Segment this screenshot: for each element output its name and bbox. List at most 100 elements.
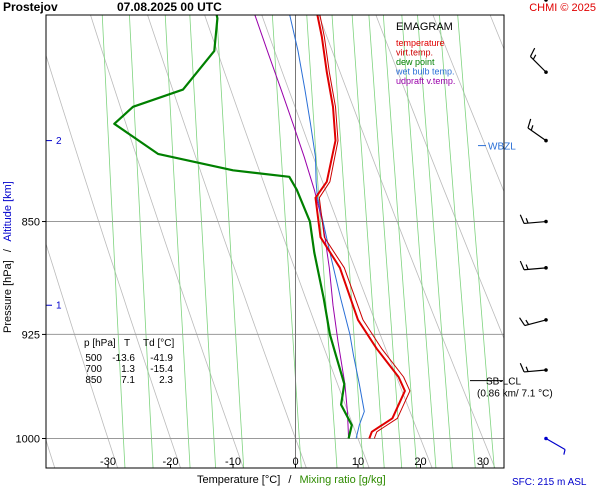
dry-adiabat-line xyxy=(204,15,370,468)
temperature-tick-label: 30 xyxy=(477,456,489,468)
table-cell: -15.4 xyxy=(150,364,173,375)
mixing-ratio-line xyxy=(129,15,154,468)
mixing-ratio-line xyxy=(331,15,364,468)
mixing-ratio-line xyxy=(189,15,216,468)
wind-barb-base xyxy=(544,368,548,372)
mixing-ratio-line xyxy=(457,15,495,468)
wind-barb-staff xyxy=(545,437,566,451)
table-cell: 1.3 xyxy=(121,364,135,375)
dry-adiabat-line xyxy=(450,0,600,500)
wind-barb-base xyxy=(544,436,548,441)
temperature-tick-label: -10 xyxy=(225,456,241,468)
dry-adiabat-line xyxy=(90,15,244,468)
pressure-tick-label: 1000 xyxy=(16,434,40,446)
wind-barb-base xyxy=(544,0,548,2)
wind-barb xyxy=(519,214,548,225)
wind-barb-base xyxy=(544,266,548,270)
credit-label: CHMI © 2025 xyxy=(529,2,596,14)
mixing-ratio-line xyxy=(439,15,476,468)
legend-temperature: temperature xyxy=(396,38,445,48)
profile-wet-bulb xyxy=(289,15,365,439)
wind-barb-staff xyxy=(527,127,547,142)
dry-adiabat-line xyxy=(432,15,504,193)
station-title: Prostejov xyxy=(3,0,58,14)
pressure-tick-label: 925 xyxy=(22,329,40,341)
wind-barb-half-feather xyxy=(563,449,566,455)
temperature-tick-label: 0 xyxy=(292,456,298,468)
chart-title: EMAGRAM xyxy=(396,21,453,33)
dry-adiabat-line xyxy=(375,15,504,340)
xlabel: Temperature [°C] / Mixing ratio [g/kg] xyxy=(197,474,386,486)
profile-dew-point xyxy=(113,15,353,439)
temperature-tick-label: -20 xyxy=(163,456,179,468)
wind-barb-base xyxy=(544,70,548,74)
wind-barb-base xyxy=(544,219,548,224)
sounding-table: p [hPa] T Td [°C] 500 -13.6 -41.9 700 1.3 -15.4 8… xyxy=(84,338,174,386)
wind-barb xyxy=(519,260,548,271)
altitude-tick-label: 2 xyxy=(56,136,62,147)
table-cell: 500 xyxy=(85,353,102,364)
wind-barb-feather xyxy=(529,47,536,57)
mixing-ratio-line xyxy=(216,15,245,468)
dry-adiabat-line xyxy=(46,54,181,468)
table-header: T xyxy=(124,338,130,349)
dry-adiabat-line xyxy=(318,15,496,468)
wind-barb xyxy=(544,436,566,455)
profile-temperature xyxy=(314,15,406,439)
altitude-tick-label: 1 xyxy=(56,301,62,312)
table-header: p [hPa] xyxy=(84,338,116,349)
wind-barb-half-feather xyxy=(530,125,534,131)
station-elevation: SFC: 215 m ASL xyxy=(512,477,587,488)
plot-frame xyxy=(45,14,505,469)
lcl-detail: (0.86 km/ 7.1 °C) xyxy=(477,389,553,400)
wind-barb-half-feather xyxy=(525,319,530,325)
wind-barb-half-feather xyxy=(532,54,537,60)
wind-barb-feather xyxy=(519,362,525,373)
table-header: Td [°C] xyxy=(143,338,174,349)
mixing-ratio-line xyxy=(164,15,191,468)
mixing-ratio-line xyxy=(417,15,453,468)
mixing-ratio-line xyxy=(401,15,437,468)
pressure-tick-label: 850 xyxy=(22,217,40,229)
table-cell: -41.9 xyxy=(150,353,173,364)
wind-barb-base xyxy=(544,318,548,322)
wind-barb-base xyxy=(544,138,548,143)
profile-curves xyxy=(113,15,411,439)
wind-barb xyxy=(544,0,548,2)
table-cell: 7.1 xyxy=(121,375,135,386)
wind-barb-feather xyxy=(519,214,525,224)
mixing-ratio-line xyxy=(271,15,302,468)
mixing-ratio-line xyxy=(101,15,126,468)
table-cell: 2.3 xyxy=(159,375,173,386)
chart-labels: 0.40.611.4246810121417202530500600700850… xyxy=(16,0,566,468)
wind-barb-feather xyxy=(519,317,526,326)
mixing-ratio-line xyxy=(351,15,385,468)
profile-updraft xyxy=(254,15,350,439)
ylabel-pressure: Pressure [hPa] / Altitude [km] xyxy=(2,181,14,333)
mixing-ratio-line xyxy=(306,15,338,468)
mixing-ratio-line xyxy=(368,15,403,468)
wind-barb-half-feather xyxy=(525,366,529,372)
datetime-title: 07.08.2025 00 UTC xyxy=(117,0,222,14)
legend-virt-temp: virt.temp. xyxy=(396,48,433,58)
temperature-tick-label: 20 xyxy=(414,456,426,468)
wind-barb xyxy=(519,362,548,373)
wind-barb xyxy=(527,118,548,143)
wind-barb-feather xyxy=(527,118,532,129)
table-cell: 700 xyxy=(85,364,102,375)
wind-barb-half-feather xyxy=(525,264,529,270)
temperature-tick-label: -30 xyxy=(100,456,116,468)
dry-adiabat-line xyxy=(147,15,307,468)
dry-adiabat-line xyxy=(553,0,600,500)
profile-virt-temp xyxy=(318,15,411,439)
table-cell: -13.6 xyxy=(112,353,135,364)
legend-dew-point: dew point xyxy=(396,57,435,67)
level-label-wbzl: WBZL xyxy=(488,142,516,153)
legend-updraft: udpraft v.temp. xyxy=(396,76,455,86)
mixing-ratio-line xyxy=(382,15,418,468)
wind-barb-half-feather xyxy=(525,218,529,224)
dry-adiabat-line xyxy=(502,0,600,500)
